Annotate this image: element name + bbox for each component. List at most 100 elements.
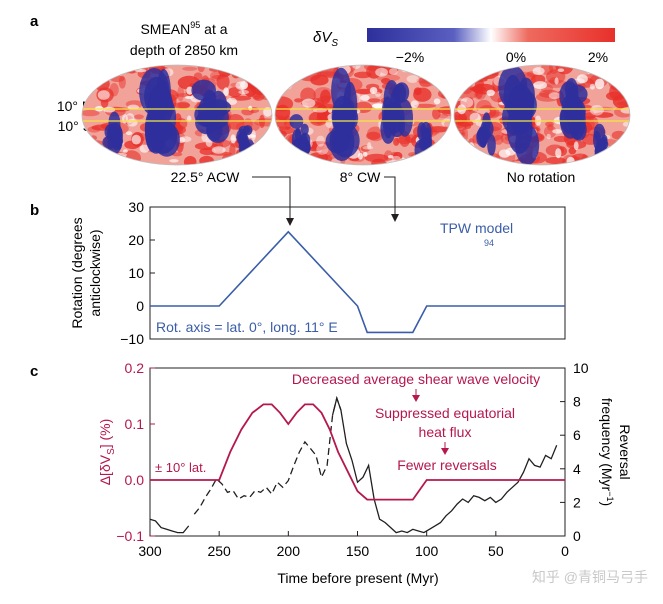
fast-anomaly-patch — [601, 134, 608, 145]
panel-c-xtick-label: 250 — [207, 543, 231, 559]
slow-anomaly-patch — [405, 65, 429, 71]
panel-c-ytick-left-label: 0.1 — [125, 416, 145, 432]
slow-anomaly-patch — [216, 73, 230, 90]
neutral-patch — [589, 83, 596, 90]
slow-anomaly-patch — [121, 150, 142, 165]
slow-anomaly-patch — [441, 109, 451, 117]
slow-anomaly-patch — [122, 65, 132, 71]
slow-anomaly-patch — [414, 103, 437, 108]
slow-anomaly-patch — [421, 73, 438, 81]
annotation-arrowhead-1 — [412, 395, 420, 402]
slow-anomaly-patch — [596, 65, 605, 70]
slow-anomaly-patch — [231, 66, 242, 79]
panel-c-ytick-left-label: 0.0 — [125, 472, 145, 488]
neutral-patch — [169, 159, 179, 163]
slow-anomaly-patch — [474, 90, 486, 100]
slow-anomaly-patch — [413, 87, 432, 102]
panel-c-letter: c — [30, 363, 38, 380]
slow-anomaly-patch — [275, 141, 292, 149]
panel-b-ytick-label: 20 — [128, 232, 144, 248]
slow-anomaly-patch — [396, 136, 413, 145]
connector-arrowhead-2 — [391, 214, 399, 222]
slow-anomaly-patch — [355, 88, 374, 95]
neutral-patch — [401, 157, 406, 164]
neutral-patch — [460, 97, 474, 108]
slow-anomaly-patch — [611, 140, 630, 153]
panel-b-ytick-label: −10 — [120, 331, 144, 347]
slow-anomaly-patch — [210, 71, 222, 81]
slow-anomaly-patch — [248, 65, 260, 78]
connector-arrow-2 — [384, 176, 396, 218]
slow-anomaly-patch — [544, 125, 557, 138]
slow-anomaly-patch — [553, 135, 570, 143]
velocity-anomaly-line — [150, 403, 565, 501]
panel-b-ylabel-1: Rotation (degrees — [69, 217, 85, 328]
slow-anomaly-patch — [454, 150, 465, 163]
slow-anomaly-patch — [275, 147, 284, 158]
panel-c-xtick-label: 0 — [561, 543, 569, 559]
slow-anomaly-patch — [279, 145, 295, 154]
slow-anomaly-patch — [183, 156, 197, 165]
panel-b-ytick-label: 10 — [128, 265, 144, 281]
neutral-patch — [211, 146, 226, 154]
neutral-patch — [238, 89, 249, 95]
neutral-patch — [91, 78, 98, 84]
panel-c-ylabel-right-2: frequency (Myr−1) — [599, 398, 615, 506]
colorbar-tick-pos: 2% — [588, 49, 608, 65]
watermark: 知乎 @青铜马弓手 — [532, 569, 648, 585]
panel-c-xtick-label: 100 — [415, 543, 439, 559]
tpw-model-label: TPW model — [440, 220, 513, 236]
panel-a-title-1: SMEAN95 at a — [140, 20, 227, 37]
slow-anomaly-patch — [470, 65, 489, 77]
neutral-patch — [97, 90, 110, 100]
slow-anomaly-patch — [470, 86, 487, 92]
slow-anomaly-patch — [606, 77, 628, 85]
neutral-patch — [477, 154, 490, 159]
fast-anomaly-patch — [300, 123, 309, 136]
neutral-patch — [423, 65, 432, 70]
neutral-patch — [352, 65, 361, 69]
slow-anomaly-patch — [172, 102, 191, 109]
slow-anomaly-patch — [568, 147, 577, 155]
slow-anomaly-patch — [291, 152, 297, 161]
fast-anomaly-patch — [243, 125, 253, 136]
slow-anomaly-patch — [100, 97, 109, 109]
map-label-2: 8° CW — [340, 169, 381, 185]
panel-c-ytick-right-label: 0 — [573, 528, 581, 544]
neutral-patch — [223, 87, 230, 97]
neutral-patch — [265, 155, 272, 164]
slow-anomaly-patch — [393, 137, 400, 146]
neutral-patch — [362, 152, 368, 157]
slow-anomaly-patch — [242, 155, 250, 165]
panel-c-ytick-right-label: 10 — [573, 360, 589, 376]
neutral-patch — [429, 161, 442, 165]
neutral-patch — [186, 86, 194, 95]
slow-anomaly-patch — [611, 65, 620, 79]
connector-arrow-1 — [252, 176, 291, 222]
slow-anomaly-patch — [82, 133, 87, 143]
neutral-patch — [275, 92, 278, 100]
neutral-patch — [616, 143, 622, 151]
slow-anomaly-patch — [457, 120, 474, 127]
slow-anomaly-patch — [367, 98, 381, 103]
neutral-patch — [84, 156, 98, 162]
slow-anomaly-patch — [611, 130, 626, 140]
panel-c-ytick-right-label: 4 — [573, 461, 581, 477]
slow-anomaly-patch — [211, 75, 225, 80]
slow-anomaly-patch — [366, 131, 381, 140]
neutral-patch — [533, 81, 547, 90]
neutral-patch — [82, 68, 86, 79]
annotation-2a: Suppressed equatorial — [375, 405, 515, 421]
slow-anomaly-patch — [244, 156, 260, 162]
neutral-patch — [127, 118, 138, 127]
slow-anomaly-patch — [244, 159, 252, 165]
slow-anomaly-patch — [593, 112, 614, 118]
neutral-patch — [375, 67, 388, 77]
neutral-patch — [302, 98, 316, 108]
slow-anomaly-patch — [84, 87, 91, 95]
neutral-patch — [594, 78, 605, 90]
map-outline — [274, 64, 452, 166]
tpw-model-line — [150, 230, 565, 334]
slow-anomaly-patch — [364, 153, 389, 163]
